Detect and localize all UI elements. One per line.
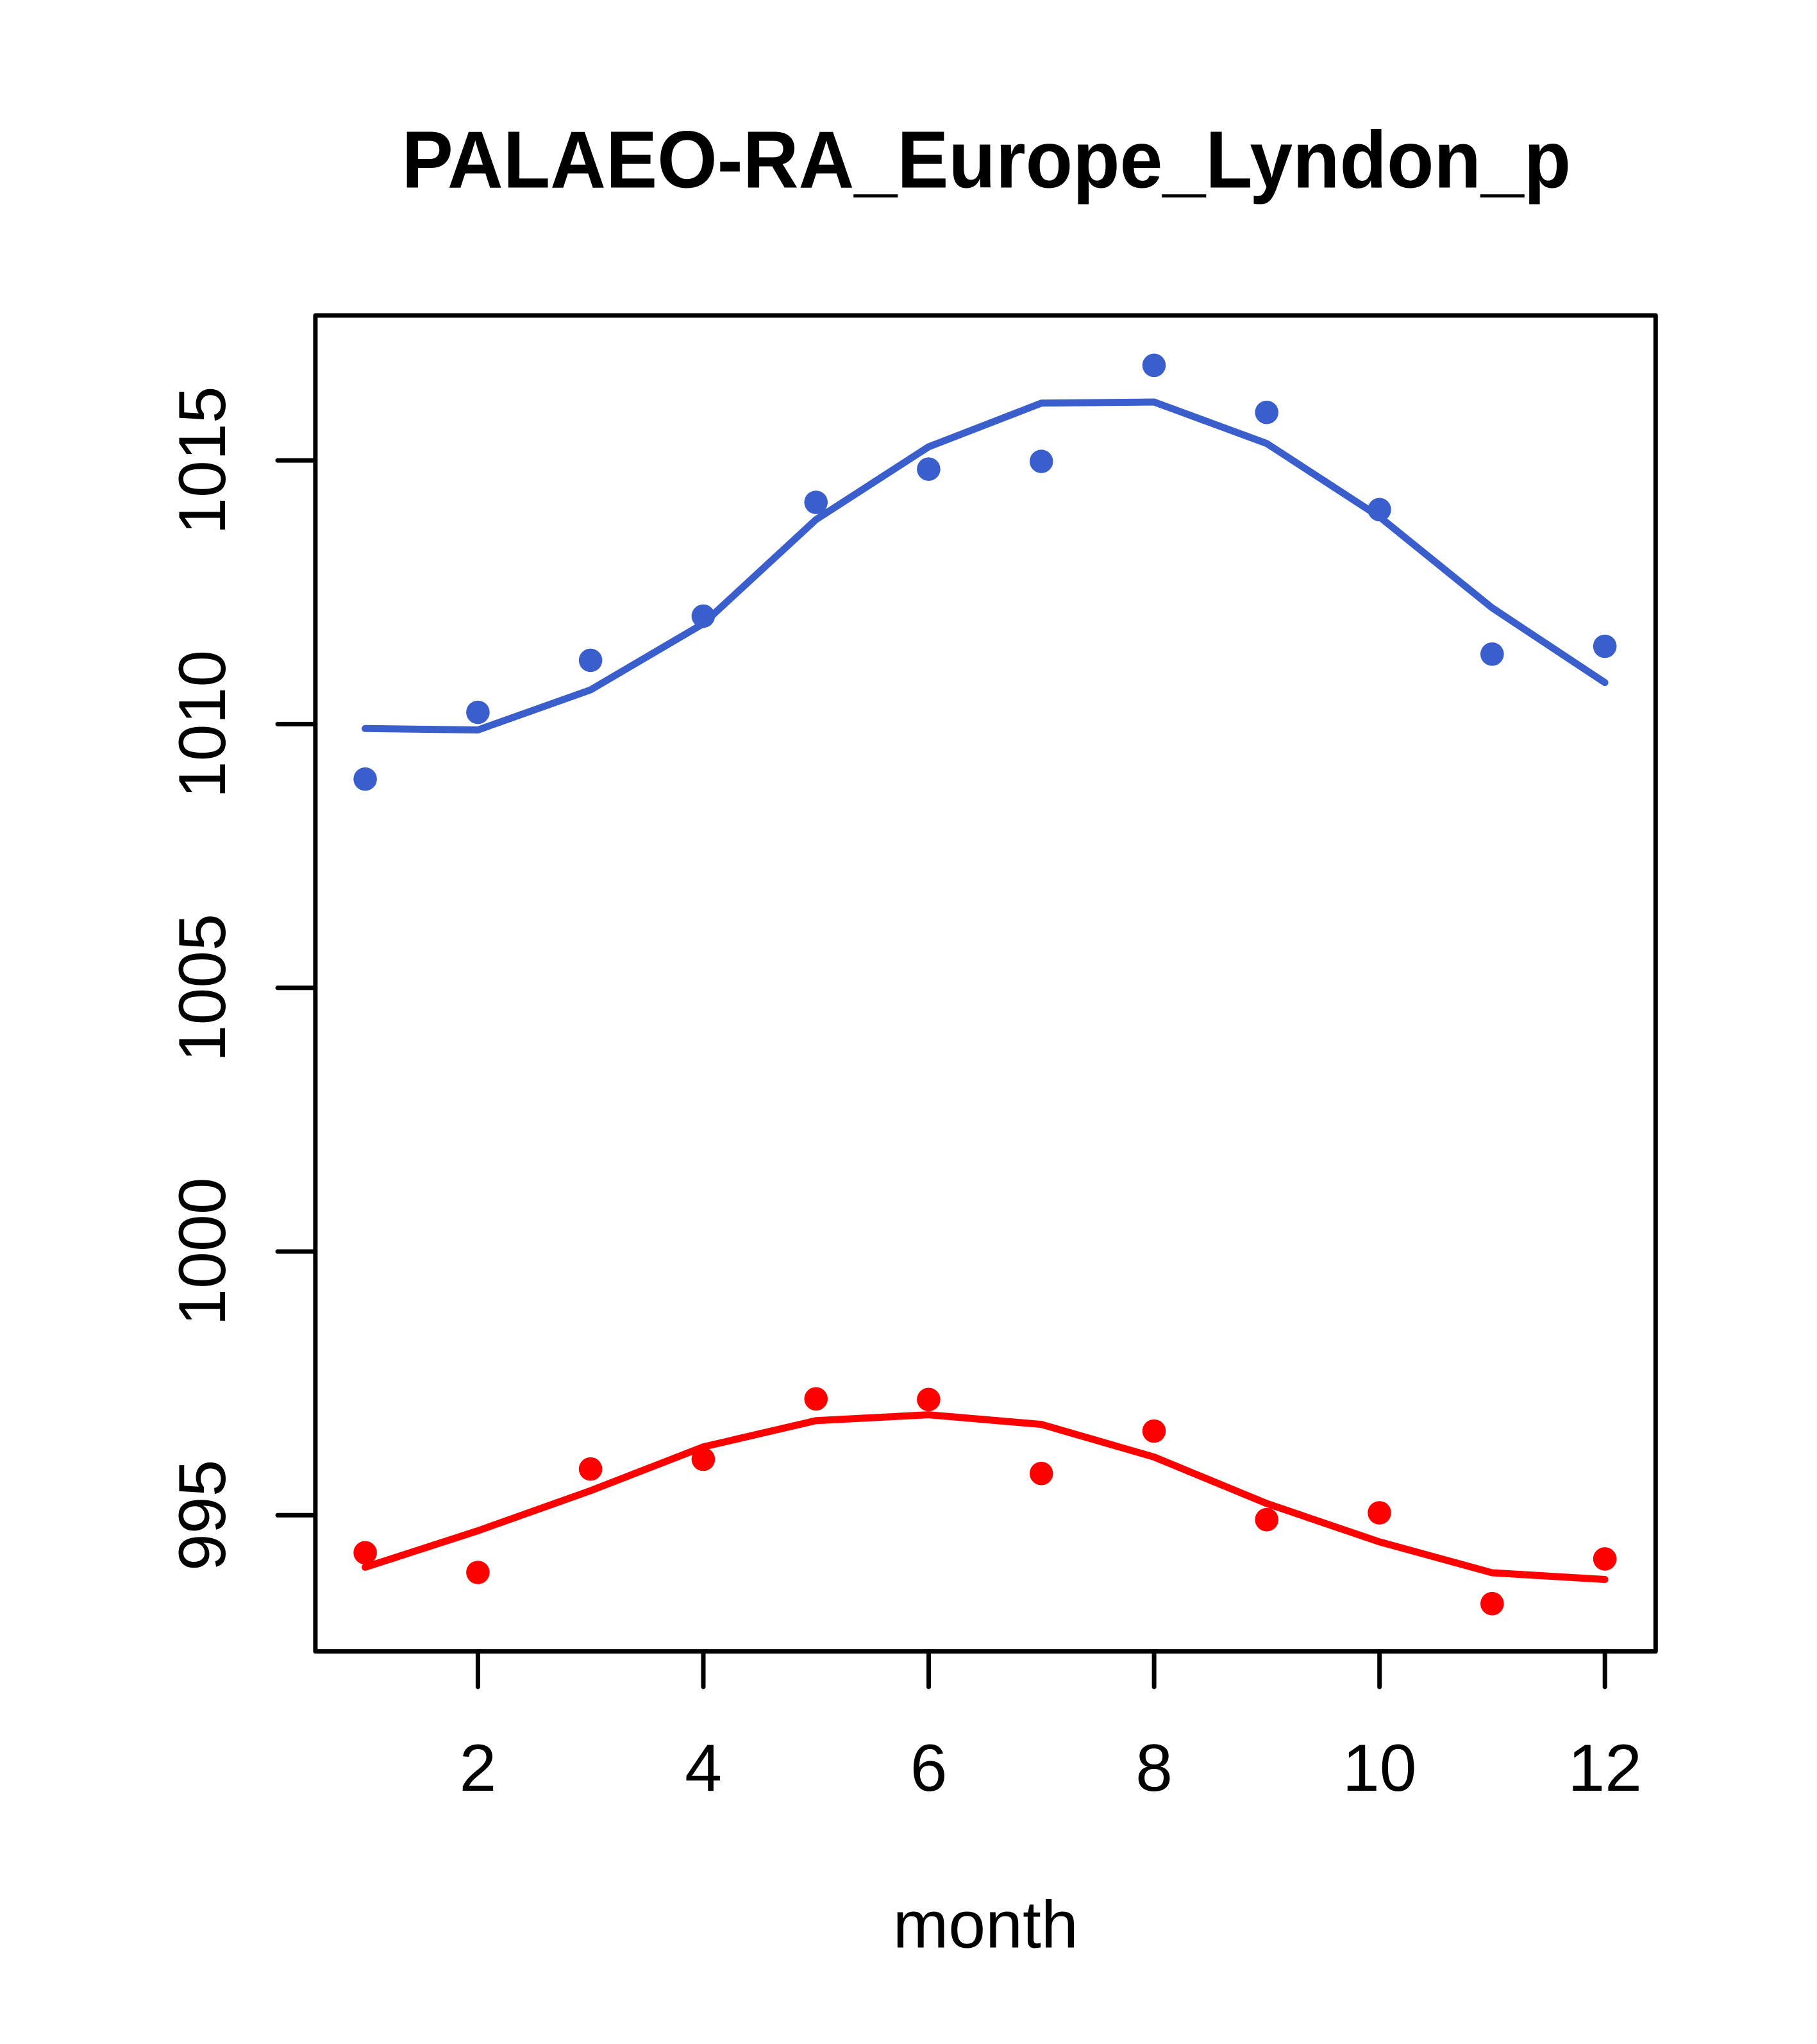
svg-text:1005: 1005 <box>165 914 240 1062</box>
svg-text:6: 6 <box>910 1731 948 1805</box>
svg-text:4: 4 <box>685 1731 722 1805</box>
svg-text:1000: 1000 <box>165 1177 240 1325</box>
svg-text:10: 10 <box>1343 1731 1417 1805</box>
svg-text:2: 2 <box>459 1731 496 1805</box>
svg-text:995: 995 <box>165 1460 240 1571</box>
svg-text:1010: 1010 <box>165 650 240 798</box>
svg-text:PALAEO-RA_Europe_Lyndon_p: PALAEO-RA_Europe_Lyndon_p <box>402 115 1571 205</box>
svg-text:8: 8 <box>1135 1731 1173 1805</box>
svg-text:month: month <box>893 1888 1078 1962</box>
svg-text:1015: 1015 <box>165 386 240 534</box>
svg-text:12: 12 <box>1568 1731 1642 1805</box>
